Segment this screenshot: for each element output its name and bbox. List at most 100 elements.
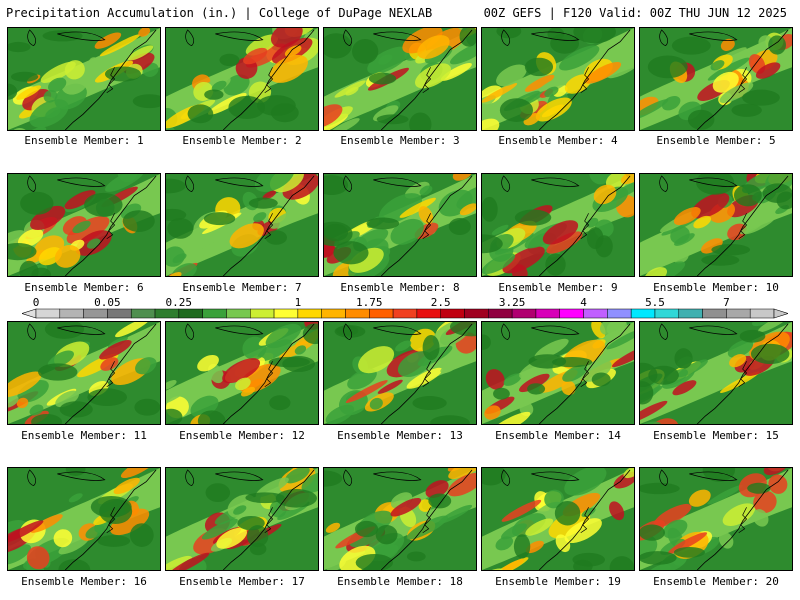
colorbar-swatch <box>273 308 299 319</box>
valid-time: 00Z GEFS | F120 Valid: 00Z THU JUN 12 20… <box>483 6 787 20</box>
ensemble-member-12-map <box>165 321 319 425</box>
coastline <box>222 323 315 424</box>
colorbar-swatch <box>83 308 108 319</box>
ensemble-member-label: Ensemble Member: 12 <box>179 429 305 442</box>
colorbar-tick-label: 4 <box>580 296 587 309</box>
colorbar-swatch <box>464 308 489 319</box>
ensemble-member-label: Ensemble Member: 18 <box>337 575 463 588</box>
ensemble-member-8-map <box>323 173 477 277</box>
map-title: Precipitation Accumulation (in.) | Colle… <box>6 6 433 20</box>
colorbar-tick-label: 0.05 <box>94 296 121 309</box>
ensemble-member-label: Ensemble Member: 11 <box>21 429 147 442</box>
coastline <box>696 469 789 570</box>
colorbar-swatch <box>321 308 346 319</box>
colorbar-swatch <box>440 308 465 319</box>
colorbar-left-arrow <box>21 308 37 319</box>
ensemble-member-14-map <box>481 321 635 425</box>
ensemble-member-7-map <box>165 173 319 277</box>
ensemble-member-label: Ensemble Member: 15 <box>653 429 779 442</box>
ensemble-member-18-map <box>323 467 477 571</box>
colorbar-swatch <box>250 308 275 319</box>
colorbar-swatch <box>416 308 441 319</box>
coastline <box>380 175 473 276</box>
coastline <box>64 29 157 130</box>
ensemble-member-label: Ensemble Member: 9 <box>498 281 618 294</box>
ensemble-member-15-map <box>639 321 793 425</box>
coastline <box>380 323 473 424</box>
coastline <box>64 323 157 424</box>
ensemble-member-label: Ensemble Member: 19 <box>495 575 621 588</box>
colorbar-swatch <box>178 308 203 319</box>
coastline <box>380 469 473 570</box>
colorbar-swatch <box>488 308 513 319</box>
ensemble-member-4-map <box>481 27 635 131</box>
coastline <box>222 29 315 130</box>
colorbar-tick-label: 0.25 <box>166 296 193 309</box>
ensemble-member-6-map <box>7 173 161 277</box>
colorbar-swatch <box>607 308 632 319</box>
colorbar-swatch <box>678 308 703 319</box>
colorbar-tick-label: 1.75 <box>356 296 383 309</box>
colorbar-swatch <box>583 308 608 319</box>
ensemble-member-label: Ensemble Member: 14 <box>495 429 621 442</box>
ensemble-member-2-map <box>165 27 319 131</box>
ensemble-member-19-map <box>481 467 635 571</box>
colorbar-swatch <box>130 308 156 319</box>
ensemble-member-label: Ensemble Member: 5 <box>656 134 776 147</box>
colorbar-right-arrow <box>773 308 789 319</box>
colorbar-swatch <box>59 308 84 319</box>
coastline <box>696 175 789 276</box>
colorbar-tick-label: 1 <box>295 296 302 309</box>
coastline <box>696 323 789 424</box>
ensemble-member-11-map <box>7 321 161 425</box>
ensemble-member-1-map <box>7 27 161 131</box>
coastline <box>538 469 631 570</box>
ensemble-member-5-map <box>639 27 793 131</box>
colorbar-swatch <box>559 308 584 319</box>
ensemble-member-16-map <box>7 467 161 571</box>
ensemble-member-label: Ensemble Member: 3 <box>340 134 460 147</box>
colorbar-swatch <box>654 308 680 319</box>
ensemble-member-label: Ensemble Member: 1 <box>24 134 144 147</box>
colorbar-swatch <box>345 308 370 319</box>
colorbar-swatch <box>702 308 727 319</box>
ensemble-member-label: Ensemble Member: 20 <box>653 575 779 588</box>
colorbar-swatch <box>154 308 180 319</box>
colorbar-swatch <box>535 308 561 319</box>
coastline <box>222 469 315 570</box>
ensemble-member-9-map <box>481 173 635 277</box>
ensemble-member-label: Ensemble Member: 8 <box>340 281 460 294</box>
colorbar-swatch <box>392 308 418 319</box>
ensemble-member-20-map <box>639 467 793 571</box>
colorbar-tick-label: 7 <box>723 296 730 309</box>
colorbar-swatch <box>726 308 751 319</box>
coastline <box>64 175 157 276</box>
coastline <box>538 323 631 424</box>
coastline <box>222 175 315 276</box>
ensemble-member-13-map <box>323 321 477 425</box>
coastline <box>64 469 157 570</box>
colorbar-tick-label: 3.25 <box>499 296 526 309</box>
colorbar-swatch <box>107 308 132 319</box>
ensemble-member-label: Ensemble Member: 2 <box>182 134 302 147</box>
ensemble-member-3-map <box>323 27 477 131</box>
ensemble-member-label: Ensemble Member: 16 <box>21 575 147 588</box>
ensemble-member-label: Ensemble Member: 13 <box>337 429 463 442</box>
coastline <box>696 29 789 130</box>
ensemble-member-label: Ensemble Member: 6 <box>24 281 144 294</box>
colorbar-swatch <box>630 308 656 319</box>
ensemble-member-label: Ensemble Member: 17 <box>179 575 305 588</box>
coastline <box>380 29 473 130</box>
colorbar-tick-label: 2.5 <box>431 296 451 309</box>
colorbar-swatch <box>35 308 61 319</box>
colorbar-swatch <box>202 308 227 319</box>
colorbar-swatch <box>226 308 251 319</box>
ensemble-member-10-map <box>639 173 793 277</box>
coastline <box>538 175 631 276</box>
ensemble-member-label: Ensemble Member: 10 <box>653 281 779 294</box>
ensemble-member-label: Ensemble Member: 7 <box>182 281 302 294</box>
colorbar-swatch <box>749 308 775 319</box>
colorbar-tick-label: 0 <box>33 296 40 309</box>
